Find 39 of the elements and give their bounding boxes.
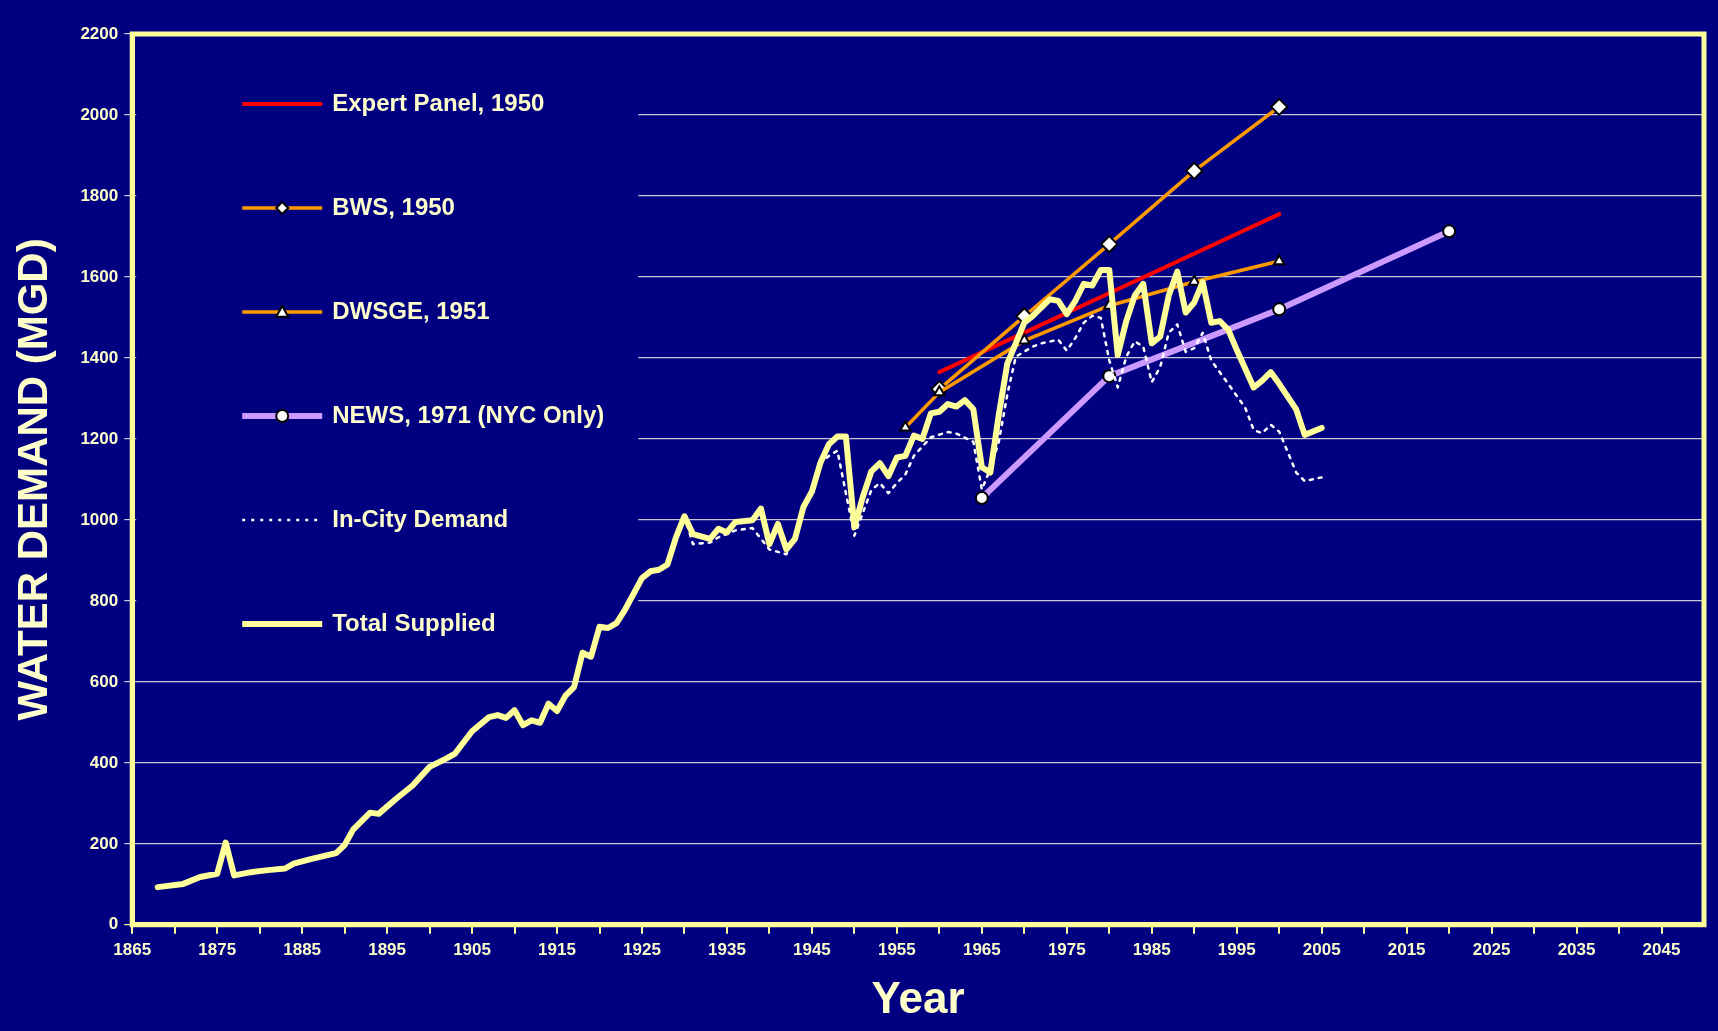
y-tick-label: 800: [89, 590, 119, 610]
x-tick-label: 2045: [1642, 939, 1681, 959]
x-tick-label: 1945: [792, 939, 831, 959]
y-tick-label: 1000: [80, 509, 119, 529]
legend-label: In-City Demand: [332, 504, 509, 532]
legend-label: DWSGE, 1951: [332, 296, 490, 324]
x-tick-label: 1875: [198, 939, 237, 959]
y-tick-label: 1400: [80, 347, 119, 367]
legend-label: NEWS, 1971 (NYC Only): [332, 400, 605, 428]
y-tick-label: 2200: [80, 23, 119, 43]
y-tick-label: 1800: [80, 185, 119, 205]
legend-label: Expert Panel, 1950: [332, 88, 545, 116]
x-tick-label: 1955: [877, 939, 916, 959]
x-tick-label: 1885: [283, 939, 322, 959]
x-tick-label: 1995: [1217, 939, 1256, 959]
legend-label: Total Supplied: [332, 608, 496, 636]
x-tick-label: 1915: [538, 939, 576, 959]
legend-label: BWS, 1950: [332, 192, 455, 220]
x-tick-label: 2025: [1472, 939, 1511, 959]
x-tick-label: 2035: [1557, 939, 1596, 959]
x-tick-label: 1865: [113, 939, 152, 959]
x-axis-title: Year: [871, 972, 965, 1022]
y-tick-label: 400: [89, 752, 119, 772]
x-tick-label: 2005: [1302, 939, 1341, 959]
x-tick-label: 1965: [962, 939, 1001, 959]
x-tick-label: 2015: [1387, 939, 1426, 959]
x-tick-label: 1925: [623, 939, 661, 959]
y-tick-label: 2000: [80, 104, 119, 124]
x-tick-label: 1905: [453, 939, 491, 959]
y-tick-label: 200: [89, 833, 119, 853]
x-tick-label: 1935: [708, 939, 746, 959]
y-axis-title: WATER DEMAND (MGD): [8, 238, 56, 721]
y-tick-label: 600: [89, 671, 119, 691]
y-tick-label: 0: [108, 914, 119, 934]
x-tick-label: 1895: [368, 939, 407, 959]
y-tick-label: 1200: [80, 428, 119, 448]
x-tick-label: 1975: [1047, 939, 1086, 959]
x-tick-label: 1985: [1132, 939, 1171, 959]
y-tick-label: 1600: [80, 266, 119, 286]
